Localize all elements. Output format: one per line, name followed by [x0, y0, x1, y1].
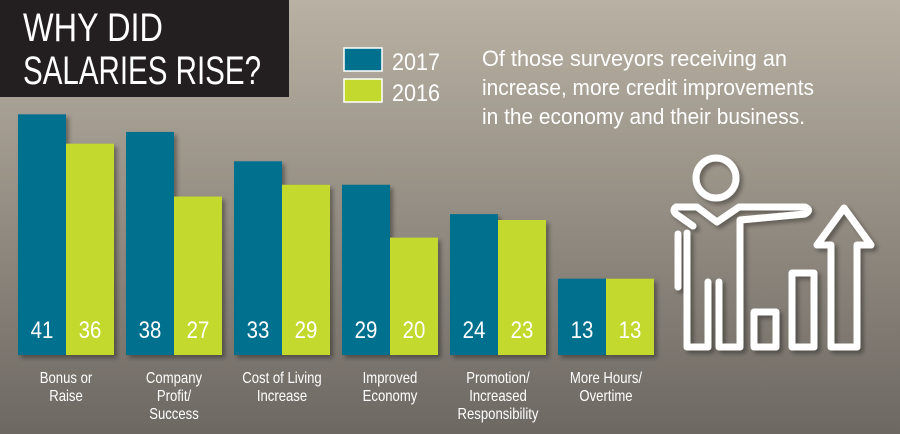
- category-label: Overtime: [579, 388, 632, 405]
- title-line-1: WHY DID: [23, 6, 163, 50]
- description-line-3: in the economy and their business.: [482, 104, 805, 129]
- data-label-2017: 24: [463, 316, 486, 343]
- title-line-2: SALARIES RISE?: [23, 49, 261, 93]
- data-label-2017: 13: [571, 316, 594, 343]
- category-label: Bonus or: [40, 370, 93, 387]
- data-label-2017: 41: [31, 316, 54, 343]
- legend-swatch-2016: [343, 78, 383, 103]
- category-label: Cost of Living: [242, 370, 321, 387]
- data-label-2016: 13: [619, 316, 642, 343]
- data-label-2016: 20: [403, 316, 426, 343]
- bar-2016: [282, 184, 330, 355]
- bar-2016: [606, 278, 654, 355]
- legend-swatch-2017: [343, 47, 383, 72]
- data-label-2017: 29: [355, 316, 378, 343]
- category-label: Improved: [363, 370, 418, 387]
- bar-2017: [126, 131, 174, 355]
- legend-label-2017: 2017: [392, 49, 440, 76]
- category-label: Responsibility: [458, 406, 540, 423]
- category-label: Economy: [363, 388, 418, 405]
- category-label: Company: [146, 370, 203, 387]
- legend-label-2016: 2016: [392, 80, 440, 107]
- data-label-2016: 27: [187, 316, 210, 343]
- category-label: Increased: [469, 388, 527, 405]
- data-label-2016: 23: [511, 316, 534, 343]
- data-label-2017: 38: [139, 316, 162, 343]
- bar-2016: [66, 143, 114, 355]
- bar-2017: [234, 161, 282, 355]
- bar-2016: [174, 196, 222, 355]
- person-presenting-rising-bar-chart-icon: [670, 154, 875, 351]
- legend: 2017 2016: [343, 47, 440, 107]
- category-label: Promotion/: [466, 370, 530, 387]
- bar-2017: [450, 214, 498, 355]
- bar-2016: [498, 219, 546, 355]
- bar-2016: [390, 237, 438, 355]
- category-label: Increase: [257, 388, 307, 405]
- category-label: More Hours/: [570, 370, 643, 387]
- data-label-2016: 29: [295, 316, 318, 343]
- bar-2017: [558, 278, 606, 355]
- description-line-2: increase, more credit improvements: [482, 75, 814, 100]
- bar-2017: [342, 184, 390, 355]
- title-box: WHY DID SALARIES RISE?: [0, 0, 289, 97]
- category-label: Raise: [49, 388, 83, 405]
- data-label-2016: 36: [79, 316, 102, 343]
- bar-2017: [18, 114, 66, 355]
- description-line-1: Of those surveyors receiving an: [482, 46, 787, 71]
- data-label-2017: 33: [247, 316, 270, 343]
- category-label: Profit/: [157, 388, 192, 405]
- category-label: Success: [149, 406, 199, 423]
- description: Of those surveyors receiving an increase…: [482, 46, 814, 129]
